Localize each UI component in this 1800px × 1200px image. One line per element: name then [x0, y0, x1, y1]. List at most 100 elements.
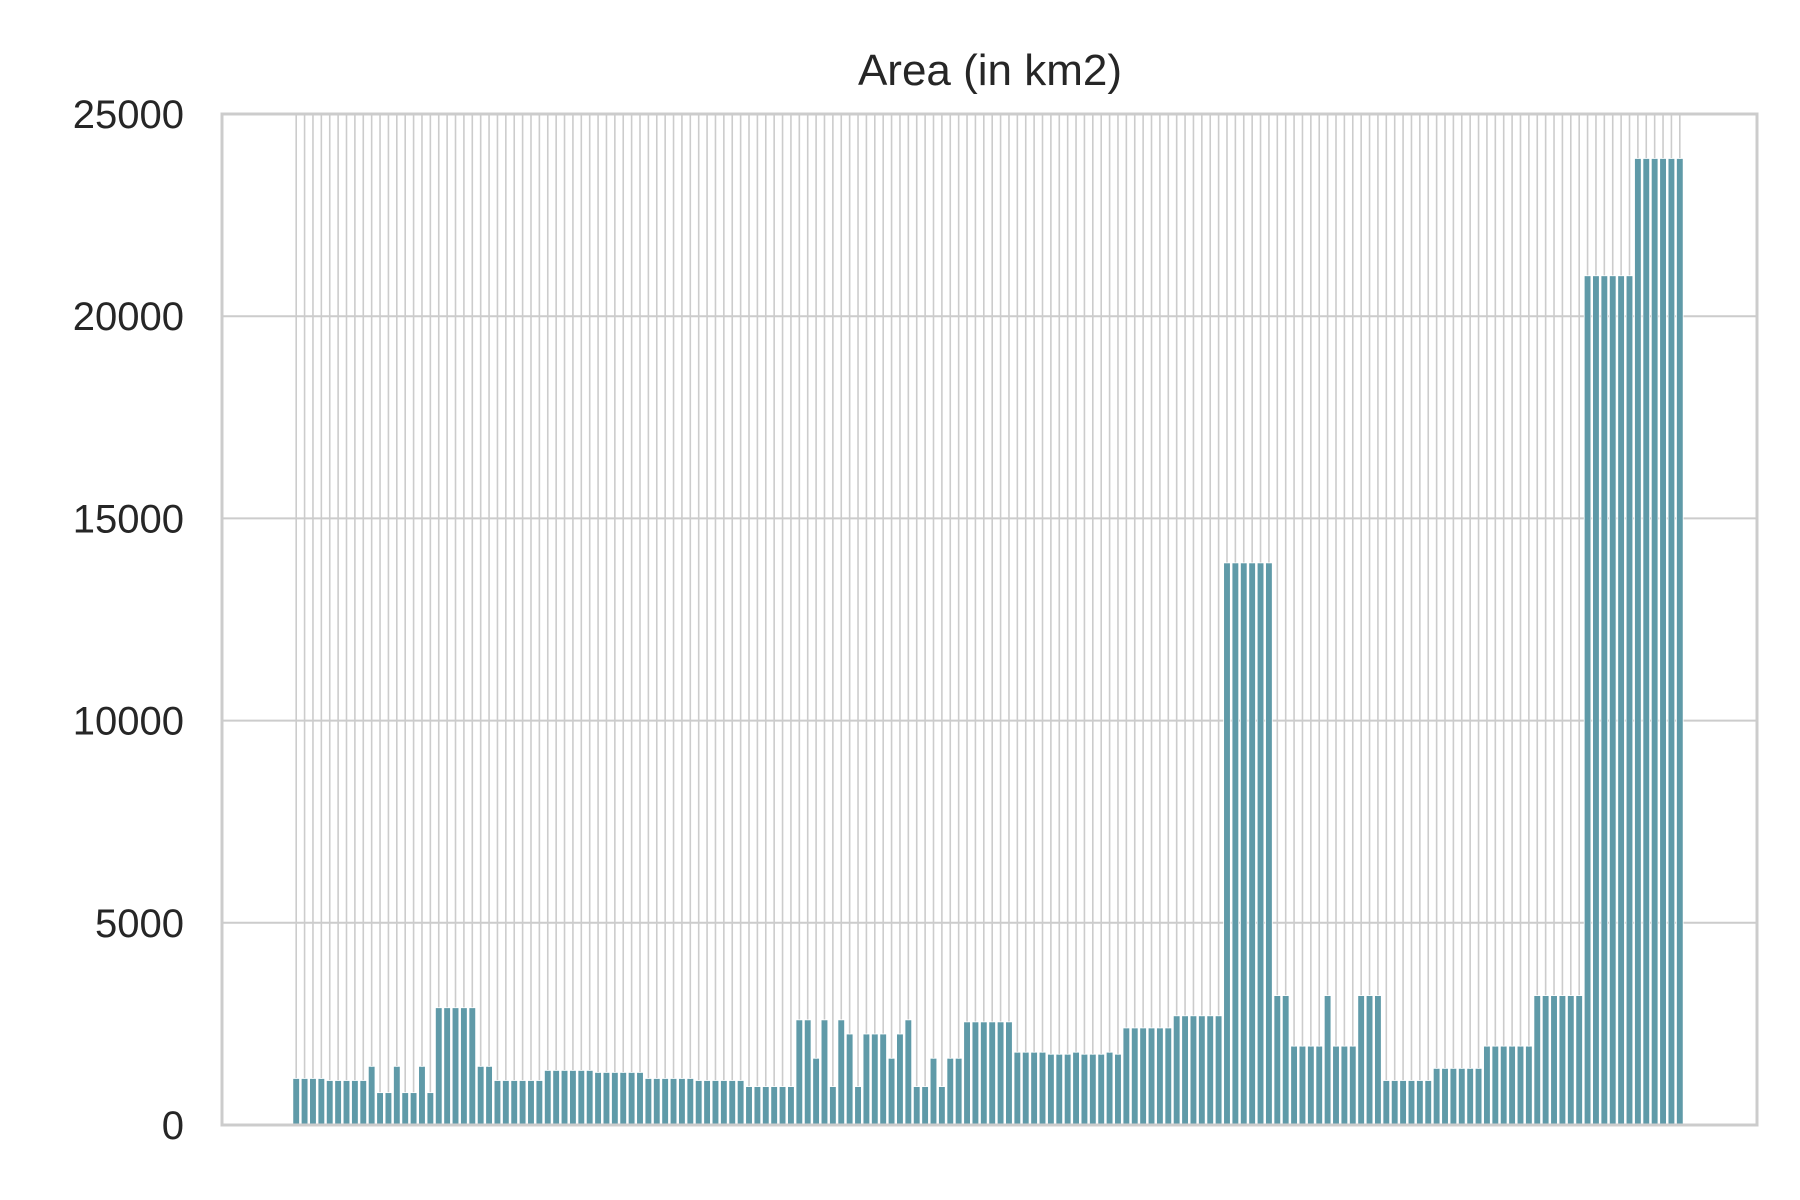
bar [1550, 995, 1558, 1126]
bar [1416, 1080, 1424, 1126]
y-tick-label: 20000 [73, 295, 184, 339]
bar [1080, 1053, 1089, 1126]
bar [409, 1092, 418, 1126]
bar [644, 1078, 653, 1126]
bar [376, 1092, 384, 1126]
bar [292, 1078, 300, 1126]
bar [451, 1007, 460, 1126]
bar [485, 1065, 493, 1126]
bar [845, 1033, 854, 1126]
bar [1181, 1015, 1189, 1126]
y-tick-label: 5000 [95, 902, 184, 946]
bar [988, 1021, 996, 1126]
bar [736, 1080, 745, 1126]
bar [803, 1019, 812, 1126]
bar [1617, 275, 1625, 1126]
bar [669, 1078, 678, 1126]
bar [1533, 995, 1542, 1126]
bar [493, 1080, 502, 1126]
bar [896, 1033, 904, 1126]
bar [1575, 995, 1583, 1126]
bar [720, 1080, 728, 1126]
y-tick-label: 15000 [73, 497, 184, 541]
bar [728, 1080, 736, 1126]
bar [661, 1078, 669, 1126]
bar [325, 1080, 334, 1126]
bar [1499, 1045, 1508, 1126]
bar [1122, 1027, 1131, 1126]
bar [1256, 562, 1265, 1126]
bar [552, 1070, 560, 1126]
bar [460, 1007, 468, 1126]
bar [1659, 158, 1667, 1126]
bar [426, 1092, 435, 1126]
bar [1600, 275, 1609, 1126]
bar [359, 1080, 368, 1126]
bar [1223, 562, 1231, 1126]
bar [602, 1072, 611, 1126]
bar [1567, 995, 1575, 1126]
bar [384, 1092, 393, 1126]
bar [1541, 995, 1550, 1126]
bar [300, 1078, 309, 1126]
bar [1189, 1015, 1198, 1126]
bar [1357, 995, 1365, 1126]
bar [694, 1080, 703, 1126]
bar [1156, 1027, 1164, 1126]
bar [1516, 1045, 1525, 1126]
plot-frame [220, 112, 1759, 1127]
bar [820, 1019, 829, 1126]
bar [1114, 1053, 1122, 1126]
bar [342, 1080, 351, 1126]
bar [367, 1065, 376, 1126]
bar [1307, 1045, 1315, 1126]
bar [1105, 1051, 1114, 1126]
bar [1466, 1067, 1474, 1126]
bar [1382, 1080, 1391, 1126]
bar [527, 1080, 535, 1126]
bar [434, 1007, 443, 1126]
bar [1592, 275, 1600, 1126]
chart-title: Area (in km2) [858, 46, 1122, 95]
bar [678, 1078, 686, 1126]
bar [1047, 1053, 1055, 1126]
bar [778, 1086, 787, 1126]
bar [753, 1086, 762, 1126]
bar [611, 1072, 619, 1126]
bar [770, 1086, 778, 1126]
bar [686, 1078, 695, 1126]
bar [1013, 1051, 1022, 1126]
bar [954, 1057, 963, 1126]
bar [1340, 1045, 1349, 1126]
bar [787, 1086, 795, 1126]
bar [1206, 1015, 1214, 1126]
bar [1634, 158, 1642, 1126]
bar [1030, 1051, 1038, 1126]
bar [795, 1019, 804, 1126]
bar [745, 1086, 753, 1126]
bar [1147, 1027, 1156, 1126]
bar [653, 1078, 661, 1126]
bar [577, 1070, 586, 1126]
bar [938, 1086, 946, 1126]
bar [971, 1021, 980, 1126]
bar [1349, 1045, 1357, 1126]
bar [1424, 1080, 1432, 1126]
bar [1281, 995, 1290, 1126]
bar [1323, 995, 1332, 1126]
bar [1072, 1051, 1080, 1126]
bar [862, 1033, 871, 1126]
bar [1332, 1045, 1340, 1126]
bar [1005, 1021, 1013, 1126]
bar [619, 1072, 627, 1126]
bar [887, 1057, 896, 1126]
bar [837, 1019, 846, 1126]
bar [510, 1080, 518, 1126]
bar [1231, 562, 1240, 1126]
bar [351, 1080, 359, 1126]
bar [1248, 562, 1256, 1126]
bar [502, 1080, 510, 1126]
bar [544, 1070, 552, 1126]
bar [1021, 1051, 1030, 1126]
